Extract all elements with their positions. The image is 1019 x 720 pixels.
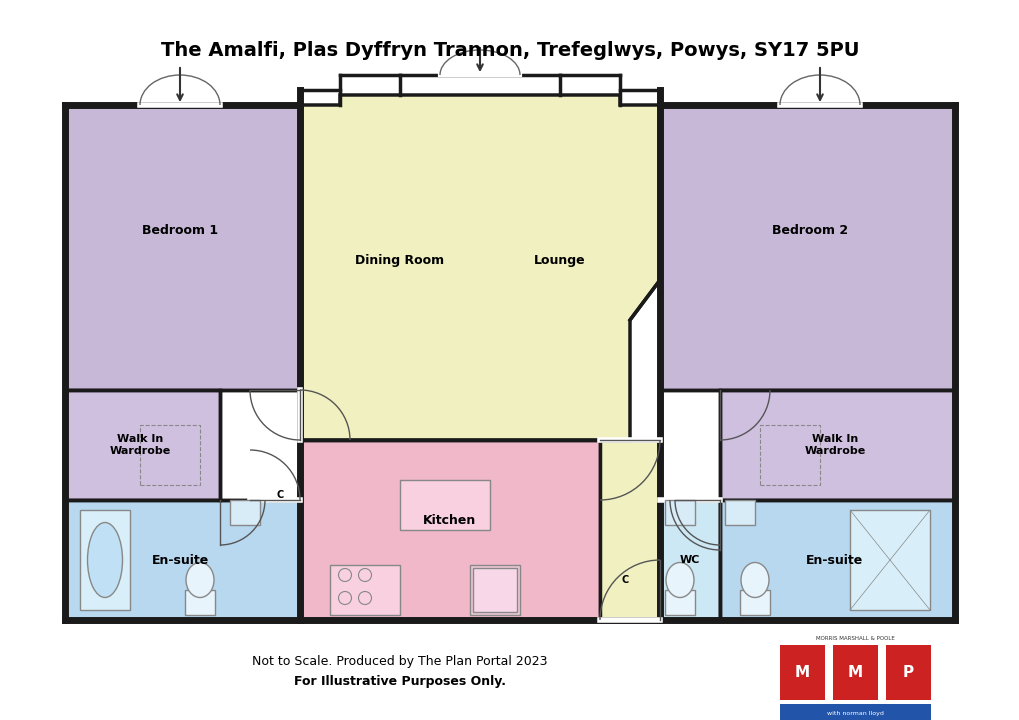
- Bar: [780, 645, 824, 700]
- Ellipse shape: [88, 523, 122, 598]
- Text: C: C: [621, 575, 628, 585]
- Text: with norman lloyd: with norman lloyd: [826, 711, 883, 716]
- Ellipse shape: [665, 562, 693, 598]
- Text: Bedroom 1: Bedroom 1: [142, 223, 218, 236]
- Bar: [65, 500, 300, 620]
- Bar: [140, 425, 200, 485]
- Text: M: M: [847, 665, 862, 680]
- Bar: [229, 500, 260, 525]
- Bar: [330, 565, 399, 615]
- Text: Bedroom 2: Bedroom 2: [771, 223, 847, 236]
- Text: En-suite: En-suite: [806, 554, 863, 567]
- Text: WC: WC: [679, 555, 699, 565]
- Bar: [780, 704, 930, 720]
- Text: C: C: [276, 490, 283, 500]
- Bar: [759, 425, 819, 485]
- Bar: [659, 500, 719, 620]
- Text: P: P: [902, 665, 913, 680]
- Text: Lounge: Lounge: [534, 253, 585, 266]
- Ellipse shape: [185, 562, 214, 598]
- Bar: [399, 480, 489, 530]
- Bar: [65, 105, 300, 390]
- Text: Dining Room: Dining Room: [355, 253, 444, 266]
- Bar: [599, 440, 659, 620]
- Text: The Amalfi, Plas Dyffryn Trannon, Trefeglwys, Powys, SY17 5PU: The Amalfi, Plas Dyffryn Trannon, Trefeg…: [161, 40, 858, 60]
- Bar: [300, 440, 599, 620]
- Text: MORRIS MARSHALL & POOLE: MORRIS MARSHALL & POOLE: [815, 636, 894, 642]
- Bar: [719, 390, 954, 500]
- Text: M: M: [794, 665, 809, 680]
- Text: Kitchen: Kitchen: [423, 513, 476, 526]
- Bar: [719, 500, 954, 620]
- Bar: [470, 565, 520, 615]
- Bar: [65, 390, 220, 500]
- Bar: [849, 510, 929, 610]
- Text: En-suite: En-suite: [151, 554, 209, 567]
- Bar: [184, 590, 215, 615]
- Bar: [659, 105, 954, 390]
- Bar: [886, 645, 930, 700]
- Text: For Illustrative Purposes Only.: For Illustrative Purposes Only.: [293, 675, 505, 688]
- Bar: [473, 568, 517, 612]
- Text: Not to Scale. Produced by The Plan Portal 2023: Not to Scale. Produced by The Plan Porta…: [252, 655, 547, 668]
- Bar: [739, 590, 769, 615]
- Bar: [664, 590, 694, 615]
- Bar: [79, 510, 129, 610]
- Ellipse shape: [740, 562, 768, 598]
- Text: Walk In
Wardrobe: Walk In Wardrobe: [804, 434, 865, 456]
- Bar: [833, 645, 877, 700]
- Bar: [725, 500, 754, 525]
- Bar: [664, 500, 694, 525]
- Polygon shape: [300, 95, 659, 440]
- Text: Walk In
Wardrobe: Walk In Wardrobe: [109, 434, 170, 456]
